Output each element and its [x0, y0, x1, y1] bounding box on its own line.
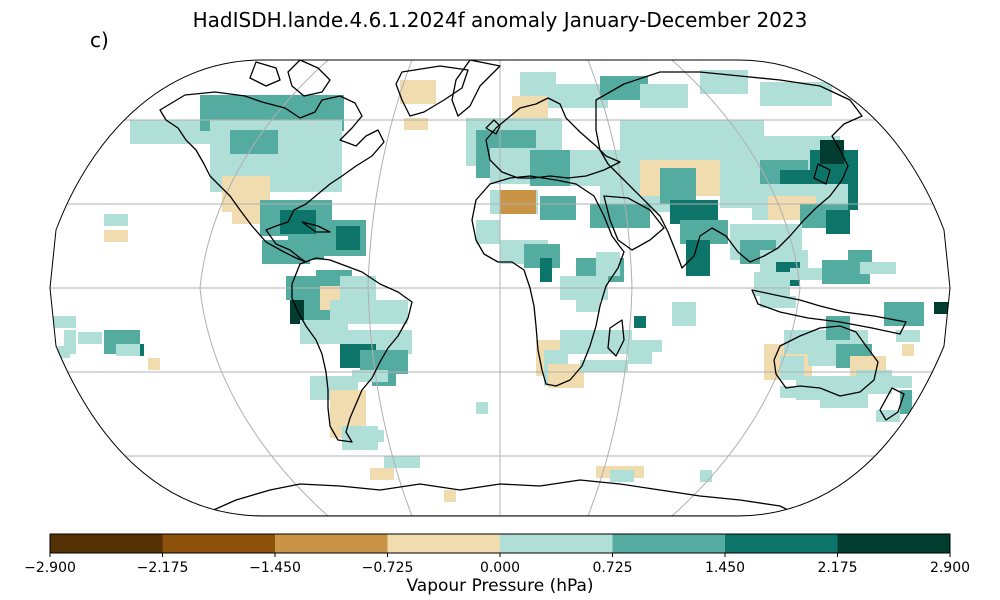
colorbar-tick-label: 2.900: [929, 560, 971, 576]
anomaly-cell-block: [700, 470, 712, 482]
anomaly-cell-block: [596, 252, 620, 276]
anomaly-cell-block: [280, 210, 316, 234]
map-outline: [49, 59, 951, 517]
colorbar-label: Vapour Pressure (hPa): [406, 576, 594, 596]
anomaly-cell-block: [760, 82, 832, 106]
anomaly-cell-block: [640, 84, 688, 108]
anomaly-cell-block: [476, 402, 488, 414]
anomaly-cell-block: [360, 300, 408, 324]
anomaly-cell-block: [78, 332, 102, 344]
colorbar-segment: [275, 534, 388, 553]
anomaly-cell-block: [52, 316, 76, 328]
anomaly-cell-block: [660, 168, 696, 204]
colorbar-segment: [837, 534, 951, 553]
anomaly-cell-block: [540, 258, 552, 282]
anomaly-cell-block: [476, 220, 500, 244]
anomaly-cell-block: [826, 210, 850, 234]
anomaly-cell-block: [548, 84, 608, 108]
colorbar-tick-label: −1.450: [249, 560, 301, 576]
colorbar-segment: [387, 534, 501, 553]
anomaly-cell-block: [58, 346, 70, 358]
gridlines: [50, 60, 950, 516]
colorbar-segment: [612, 534, 726, 553]
anomaly-cell-block: [372, 430, 384, 442]
panel-label: c): [90, 28, 109, 52]
anomaly-cell-block: [548, 364, 584, 388]
colorbar-tick-label: 1.450: [704, 560, 746, 576]
coast-africa: [471, 175, 625, 387]
anomaly-cell-block: [902, 344, 914, 356]
anomaly-grid-cells: [52, 70, 950, 502]
anomaly-cell-block: [370, 468, 394, 480]
coast-asia: [595, 71, 863, 269]
colorbar-segment: [725, 534, 838, 553]
anomaly-cell-block: [754, 272, 790, 296]
colorbar-tick-label: 0.725: [592, 560, 633, 576]
anomaly-cell-block: [148, 358, 160, 370]
anomaly-cell-block: [400, 80, 436, 104]
anomaly-cell-block: [628, 340, 652, 364]
anomaly-cell-block: [760, 296, 796, 308]
colorbar-tick-label: 2.175: [817, 560, 858, 576]
coastlines: [159, 60, 907, 516]
anomaly-cell-block: [590, 204, 650, 228]
anomaly-cell-block: [500, 190, 536, 214]
coast-north-america: [159, 91, 385, 263]
anomaly-cell-block: [888, 376, 912, 388]
anomaly-cell-block: [672, 302, 696, 326]
map-area: [50, 60, 950, 516]
colorbar-segment: [500, 534, 613, 553]
anomaly-cell-block: [230, 130, 278, 154]
anomaly-cell-block: [610, 470, 634, 482]
anomaly-cell-block: [404, 118, 428, 130]
colorbar-tick-label: 0.000: [479, 560, 521, 576]
colorbar-tick-label: −2.900: [24, 560, 76, 576]
anomaly-cell-block: [900, 302, 924, 326]
anomaly-cell-block: [444, 490, 456, 502]
anomaly-cell-block: [408, 456, 420, 468]
anomaly-cell-block: [336, 226, 360, 250]
anomaly-cell-block: [860, 262, 896, 274]
anomaly-cell-block: [686, 240, 710, 276]
anomaly-cell-block: [540, 196, 576, 220]
anomaly-cell-block: [384, 456, 408, 468]
anomaly-cell-block: [896, 330, 920, 342]
anomaly-cell-block: [634, 316, 646, 328]
anomaly-cell-block: [512, 96, 548, 120]
anomaly-cell-block: [576, 300, 600, 312]
anomaly-cell-block: [934, 302, 950, 314]
colorbar-tick-label: −0.725: [361, 560, 414, 576]
anomaly-cell-block: [560, 330, 632, 354]
coast-south-america: [291, 257, 413, 443]
anomaly-cell-block: [104, 214, 128, 226]
coast-australia: [773, 325, 879, 397]
anomaly-cell-block: [580, 360, 628, 372]
colorbar-segment: [162, 534, 276, 553]
anomaly-cell-block: [700, 70, 748, 94]
anomaly-cell-block: [104, 230, 128, 242]
colorbar-tick-label: −2.175: [136, 560, 189, 576]
anomaly-cell-block: [820, 396, 868, 408]
anomaly-cell-block: [876, 410, 900, 422]
figure-title: HadISDH.lande.4.6.1.2024f anomaly Januar…: [192, 8, 808, 32]
anomaly-cell-block: [116, 344, 140, 356]
anomaly-cell-block: [820, 140, 844, 164]
coast-europe: [485, 97, 621, 179]
coast-antarctica: [199, 479, 801, 516]
colorbar-segment: [50, 534, 163, 553]
anomaly-cell-block: [650, 340, 662, 352]
colorbar: [49, 533, 951, 557]
anomaly-cell-block: [352, 370, 388, 382]
